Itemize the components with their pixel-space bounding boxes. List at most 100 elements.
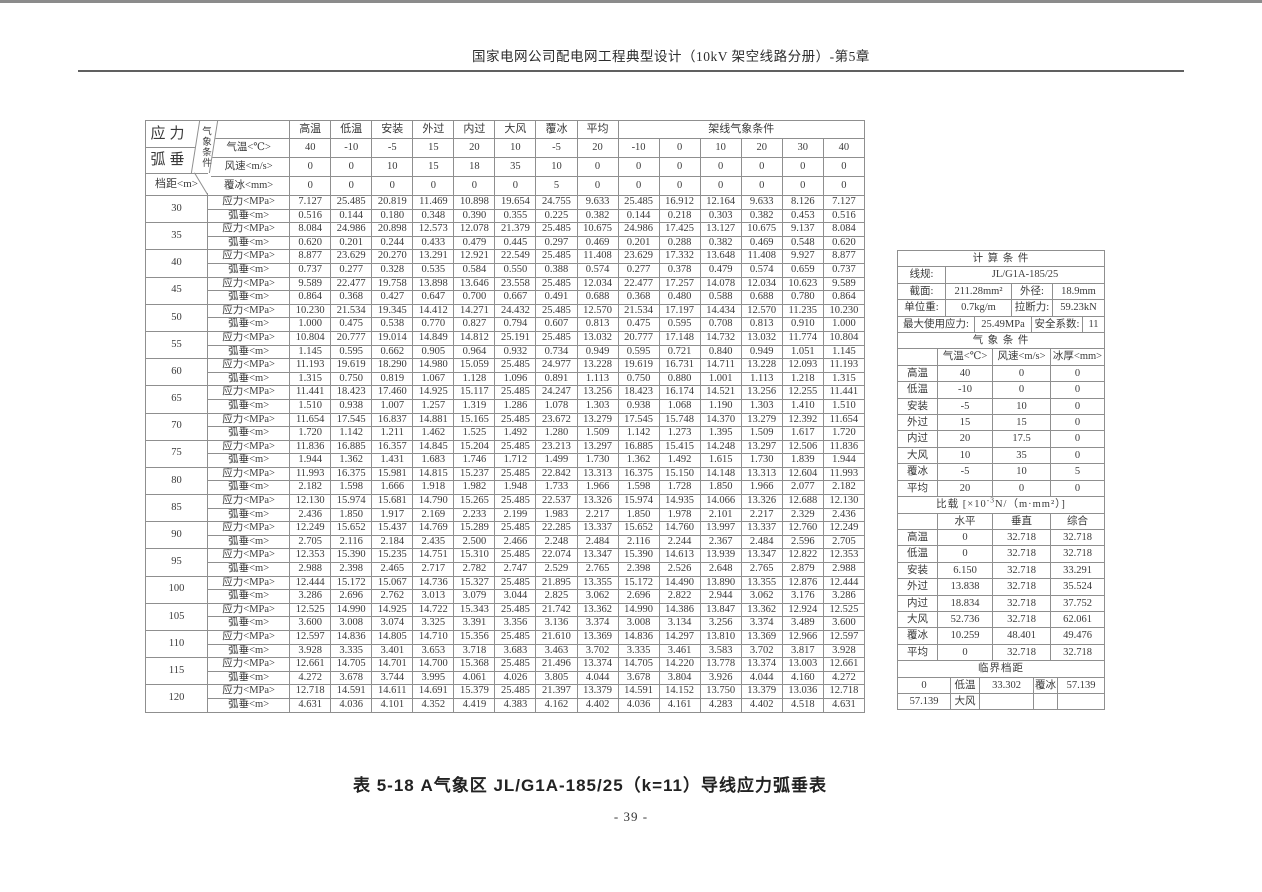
stress-value: 25.485 [494, 439, 537, 455]
sag-row-label: 弧垂<m> [207, 235, 291, 251]
sag-value: 1.280 [535, 426, 578, 441]
stress-value: 13.648 [699, 249, 742, 264]
sag-value: 2.825 [535, 589, 578, 604]
weather-conditions-table: 气 象 条 件气温<℃> 风速<m/s> 冰厚<mm> 高温 40 0 0 低温 -10 0 0 安装… [897, 332, 1105, 498]
sag-value: 3.062 [576, 589, 619, 604]
side-row: 内过 18.834 32.718 37.752 [897, 594, 1106, 612]
stress-value: 12.570 [576, 303, 619, 319]
sag-value: 4.161 [658, 697, 701, 713]
stress-value: 10.675 [740, 222, 783, 237]
side-row: 线规: JL/G1A-185/25 [897, 266, 1105, 284]
sag-value: 0.378 [658, 262, 701, 278]
table-row-sag: 弧垂<m> 0.864 0.368 0.427 0.647 0.700 0.667 0.491… [146, 290, 866, 305]
stress-value: 15.265 [453, 494, 496, 509]
calc-conditions-table: 计 算 条 件线规: JL/G1A-185/25 截面: 211.28mm² 外径: 18… [897, 249, 1105, 317]
sag-value: 2.436 [289, 507, 332, 523]
corner-stress-label: 应力 [146, 122, 207, 148]
stress-row-label: 应力<MPa> [207, 548, 291, 564]
sag-value: 0.491 [535, 290, 578, 305]
weather-row-label: 高温 [897, 364, 938, 383]
sag-value: 3.995 [412, 670, 455, 686]
stress-value: 14.849 [412, 330, 455, 346]
load-row-label: 内过 [897, 594, 938, 612]
stress-value: 14.613 [658, 548, 701, 564]
sag-value: 0.667 [494, 290, 537, 305]
param-value: 0 [289, 156, 332, 177]
sag-value: 2.116 [330, 534, 373, 550]
stress-value: 11.469 [412, 195, 455, 210]
critical-span-value: 57.139 [1056, 676, 1106, 694]
condition-header: 内过 [453, 120, 496, 139]
sag-value: 2.762 [371, 589, 414, 604]
critical-span-table: 临界档距 0 低温 33.302 覆冰 57.139 57.139 大风 [896, 660, 1106, 711]
condition-header: 外过 [412, 120, 455, 139]
sag-value: 3.678 [617, 670, 660, 686]
table-row-sag: 弧垂<m> 4.631 4.036 4.101 4.352 4.419 4.383 4.162… [146, 697, 866, 713]
stress-value: 15.390 [330, 548, 373, 564]
param-value: -5 [371, 137, 414, 158]
stress-value: 17.332 [658, 249, 701, 264]
stress-value: 10.804 [822, 330, 866, 346]
stress-value: 13.003 [781, 657, 824, 672]
stress-value: 14.521 [699, 385, 742, 400]
stress-row-label: 应力<MPa> [207, 358, 291, 373]
sag-value: 2.182 [289, 480, 332, 496]
param-value: 15 [412, 137, 455, 158]
sag-value: 3.062 [740, 589, 783, 604]
stress-value: 13.337 [740, 521, 783, 536]
param-value: 10 [494, 137, 537, 158]
stress-row-label: 应力<MPa> [207, 385, 291, 400]
sag-value: 1.499 [535, 453, 578, 468]
stress-value: 11.408 [576, 249, 619, 264]
sag-value: 1.257 [412, 398, 455, 414]
stress-value: 20.270 [371, 249, 414, 264]
sag-value: 0.277 [617, 262, 660, 278]
sag-value: 1.145 [289, 344, 332, 360]
sag-value: 1.303 [740, 398, 783, 414]
sag-value: 1.113 [576, 371, 619, 387]
stress-value: 11.441 [289, 385, 332, 400]
load-value: 0 [937, 528, 993, 547]
sag-value: 1.510 [289, 398, 332, 414]
sag-value: 2.484 [576, 534, 619, 550]
stress-value: 15.172 [617, 575, 660, 591]
sag-value: 2.705 [289, 534, 332, 550]
stress-value: 15.235 [371, 548, 414, 564]
sag-value: 2.436 [822, 507, 866, 523]
breaking-force-label: 拉断力: [1011, 299, 1053, 317]
table-row-stress: 30 应力<MPa> 7.127 25.485 20.819 11.469 10.898 19… [144, 194, 866, 224]
stress-value: 13.369 [576, 630, 619, 645]
span-label: 50 [144, 303, 209, 332]
stress-value: 14.935 [658, 494, 701, 509]
stress-value: 9.633 [576, 195, 619, 210]
sag-value: 1.492 [494, 426, 537, 441]
param-value: 0 [617, 156, 660, 177]
stress-value: 13.032 [740, 330, 783, 346]
sag-value: 2.248 [535, 534, 578, 550]
side-row: 高温 40 0 0 [897, 364, 1105, 383]
stress-value: 14.591 [330, 684, 373, 699]
sag-value: 0.479 [453, 235, 496, 251]
sag-value: 0.180 [371, 208, 414, 224]
stress-value: 10.623 [781, 276, 824, 292]
stress-value: 22.285 [535, 521, 578, 536]
weather-value: 0 [1050, 414, 1105, 432]
table-row-stress: 45 应力<MPa> 9.589 22.477 19.758 13.898 13.646 23… [144, 276, 866, 305]
stress-value: 14.751 [412, 548, 455, 564]
table-row-sag: 弧垂<m> 3.928 3.335 3.401 3.653 3.718 3.683 3.463… [146, 643, 866, 659]
stress-value: 13.374 [740, 657, 783, 672]
side-row: 外过 15 15 0 [897, 414, 1105, 432]
sag-value: 0.328 [371, 262, 414, 278]
sag-value: 0.880 [658, 371, 701, 387]
sag-value: 2.217 [740, 507, 783, 523]
side-row: 计 算 条 件 [897, 249, 1105, 268]
weather-value: 0 [992, 364, 1051, 383]
sag-value: 3.008 [330, 616, 373, 631]
sag-value: 3.678 [330, 670, 373, 686]
side-row: 低温 -10 0 0 [897, 381, 1105, 399]
side-row: 高温 0 32.718 32.718 [897, 528, 1106, 547]
stress-value: 16.912 [658, 195, 701, 210]
sag-value: 1.733 [535, 480, 578, 496]
stress-value: 13.369 [740, 630, 783, 645]
